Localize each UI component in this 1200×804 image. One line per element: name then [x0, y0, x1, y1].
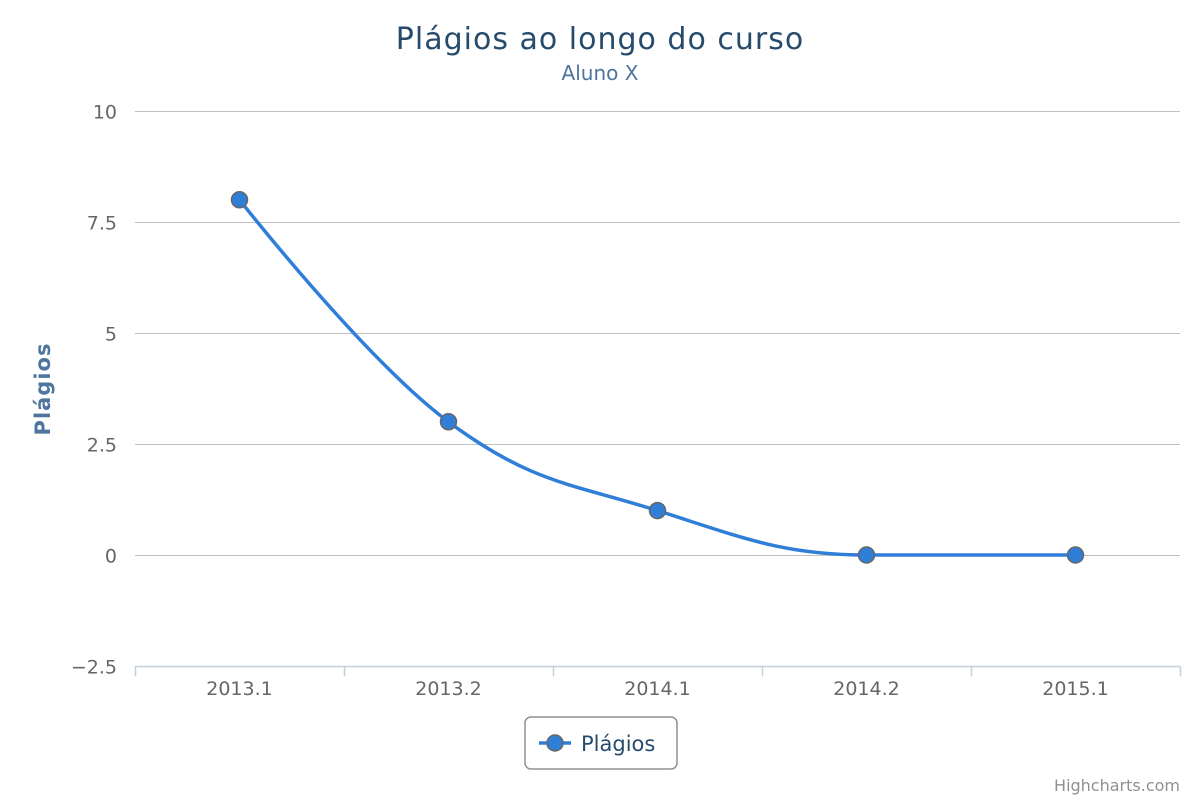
data-point[interactable]: [857, 546, 876, 564]
data-point[interactable]: [439, 413, 458, 431]
legend-item-label[interactable]: Plágios: [581, 732, 655, 756]
grid-lines: [135, 111, 1180, 556]
x-tick-label: 2014.1: [624, 678, 690, 700]
x-tick-label: 2013.2: [415, 678, 481, 700]
y-axis-title: Plágios: [31, 343, 55, 436]
legend-box: [524, 716, 678, 770]
y-tick-label: −2.5: [71, 657, 117, 679]
x-tick-label: 2015.1: [1042, 678, 1108, 700]
credits-link[interactable]: Highcharts.com: [1054, 776, 1180, 795]
data-point[interactable]: [1066, 546, 1085, 564]
chart-subtitle: Aluno X: [562, 61, 639, 85]
legend-marker-icon: [546, 734, 564, 752]
y-tick-label: 0: [105, 546, 117, 568]
data-point[interactable]: [230, 191, 249, 209]
x-tick-label: 2013.1: [206, 678, 272, 700]
chart-title: Plágios ao longo do curso: [396, 22, 804, 57]
legend[interactable]: Plágios: [524, 716, 678, 770]
x-tick-label: 2014.2: [833, 678, 899, 700]
data-point[interactable]: [648, 501, 667, 520]
series-line[interactable]: [238, 198, 1076, 557]
y-axis-ticks: −2.5 0 2.5 5 7.5 10: [71, 102, 117, 679]
series-plagios[interactable]: [230, 191, 1085, 564]
y-tick-label: 7.5: [87, 213, 117, 235]
y-tick-label: 10: [93, 102, 117, 124]
y-tick-label: 5: [105, 324, 117, 346]
x-axis: 2013.1 2013.2 2014.1 2014.2 2015.1: [134, 665, 1182, 700]
y-tick-label: 2.5: [87, 435, 117, 457]
